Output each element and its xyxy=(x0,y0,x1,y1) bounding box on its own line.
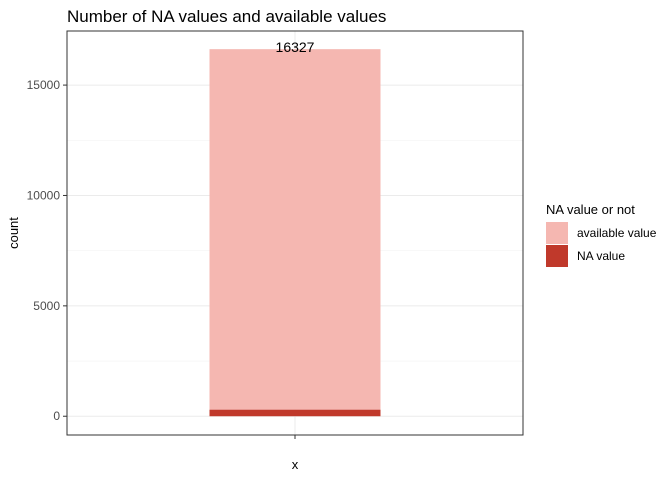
y-axis: 0 5000 10000 15000 xyxy=(27,78,67,423)
bar-segment-na-value xyxy=(209,409,381,417)
y-tick-label: 10000 xyxy=(27,188,61,202)
y-tick-label: 15000 xyxy=(27,78,61,92)
y-tick-label: 0 xyxy=(53,409,60,423)
y-axis-title: count xyxy=(6,217,21,249)
legend: NA value or not available value NA value xyxy=(546,202,657,267)
legend-title: NA value or not xyxy=(546,202,635,217)
legend-key-available-value xyxy=(546,222,568,244)
bar-value-label: 16327 xyxy=(276,39,315,55)
x-axis-title: x xyxy=(292,457,299,472)
bar-segment-available-value xyxy=(209,49,381,410)
y-tick-label: 5000 xyxy=(33,299,60,313)
chart-title: Number of NA values and available values xyxy=(67,7,386,26)
legend-label-available-value: available value xyxy=(577,226,657,240)
data-labels: 16327 xyxy=(276,39,315,55)
legend-key-na-value xyxy=(546,245,568,267)
bars xyxy=(209,49,381,417)
legend-label-na-value: NA value xyxy=(577,249,625,263)
